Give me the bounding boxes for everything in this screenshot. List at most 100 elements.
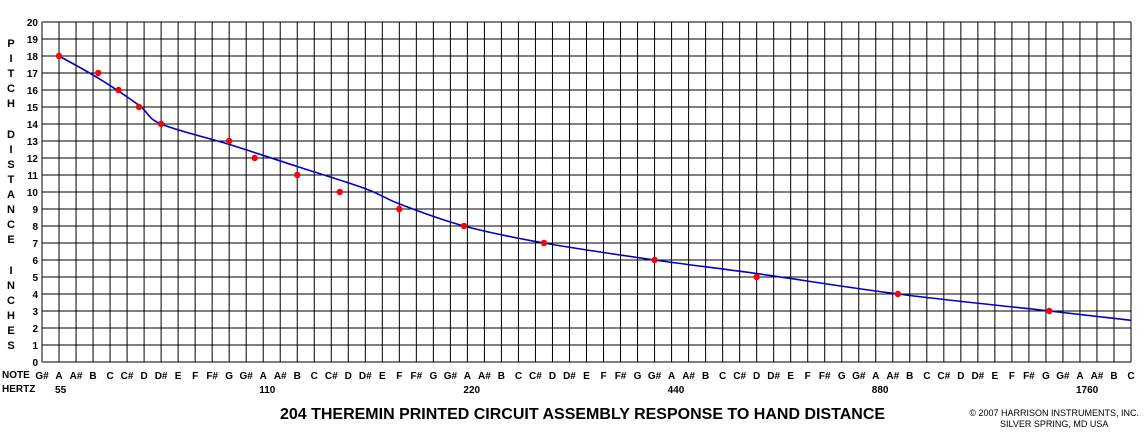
data-point bbox=[225, 137, 233, 145]
note-label: F# bbox=[819, 371, 831, 382]
y-axis-label-letter: C bbox=[7, 219, 15, 232]
y-tick-label: 2 bbox=[32, 324, 38, 335]
note-label: B bbox=[702, 371, 709, 382]
note-label: F bbox=[396, 371, 402, 382]
y-tick-label: 7 bbox=[32, 239, 38, 250]
y-tick-label: 15 bbox=[27, 103, 39, 114]
note-label: D bbox=[753, 371, 760, 382]
note-label: C# bbox=[121, 371, 134, 382]
note-label: G bbox=[1042, 371, 1050, 382]
note-label: D bbox=[549, 371, 556, 382]
note-label: C bbox=[1127, 371, 1134, 382]
y-axis-label-letter: E bbox=[7, 324, 15, 337]
y-tick-label: 0 bbox=[32, 358, 38, 369]
hertz-label: 440 bbox=[668, 385, 685, 396]
note-label: C# bbox=[733, 371, 746, 382]
data-point bbox=[336, 188, 343, 196]
data-point bbox=[651, 256, 658, 264]
data-point bbox=[396, 205, 403, 213]
note-label: B bbox=[294, 371, 301, 382]
note-label: E bbox=[583, 371, 590, 382]
y-axis-label-letter: N bbox=[7, 204, 15, 217]
y-tick-label: 17 bbox=[27, 69, 39, 80]
note-label: B bbox=[498, 371, 505, 382]
note-label: C bbox=[923, 371, 930, 382]
note-label: D# bbox=[971, 371, 984, 382]
note-label: C bbox=[106, 371, 113, 382]
hertz-label: 1760 bbox=[1076, 385, 1099, 396]
note-label: F# bbox=[411, 371, 423, 382]
credit-line-1: © 2007 HARRISON INSTRUMENTS, INC. bbox=[969, 408, 1139, 418]
note-label: G bbox=[225, 371, 233, 382]
note-label: C# bbox=[529, 371, 542, 382]
y-tick-label: 5 bbox=[32, 273, 38, 284]
y-axis-label-letter: C bbox=[7, 294, 15, 307]
data-point bbox=[135, 103, 143, 111]
note-label: G# bbox=[240, 371, 254, 382]
note-label: D# bbox=[563, 371, 576, 382]
note-label: A# bbox=[478, 371, 491, 382]
y-tick-label: 18 bbox=[27, 52, 39, 63]
note-label: A# bbox=[274, 371, 287, 382]
note-label: D# bbox=[767, 371, 780, 382]
note-label: E bbox=[787, 371, 794, 382]
credit-block: © 2007 HARRISON INSTRUMENTS, INC. SILVER… bbox=[969, 408, 1139, 430]
y-tick-label: 6 bbox=[32, 256, 38, 267]
y-axis-label-letter: S bbox=[7, 158, 15, 171]
note-label: F# bbox=[1023, 371, 1035, 382]
y-axis-label-letter: C bbox=[7, 83, 15, 96]
y-axis-label-letter: H bbox=[7, 309, 15, 322]
data-point bbox=[460, 222, 468, 230]
y-axis-label-letter: N bbox=[7, 279, 15, 292]
note-label: G# bbox=[1056, 371, 1070, 382]
hertz-label: 55 bbox=[55, 385, 67, 396]
data-point bbox=[115, 86, 122, 94]
y-tick-label: 11 bbox=[27, 171, 38, 182]
chart-grid bbox=[41, 21, 1132, 363]
note-label: F bbox=[192, 371, 198, 382]
data-point bbox=[1046, 307, 1053, 315]
note-label: E bbox=[379, 371, 386, 382]
note-label: B bbox=[89, 371, 96, 382]
hertz-label: 110 bbox=[259, 385, 276, 396]
note-label: G bbox=[838, 371, 846, 382]
y-tick-label: 16 bbox=[27, 86, 39, 97]
y-axis-label-letter: E bbox=[7, 234, 15, 247]
note-label: G# bbox=[444, 371, 458, 382]
hertz-row-label: HERTZ bbox=[2, 384, 36, 395]
y-tick-label: 10 bbox=[27, 188, 39, 199]
y-tick-label: 3 bbox=[32, 307, 38, 318]
y-tick-label: 19 bbox=[27, 35, 39, 46]
credit-line-2: SILVER SPRING, MD USA bbox=[999, 419, 1109, 429]
y-axis-label-letter: T bbox=[7, 68, 15, 81]
chart-title: 204 THEREMIN PRINTED CIRCUIT ASSEMBLY RE… bbox=[0, 406, 1145, 424]
note-label: A# bbox=[886, 371, 899, 382]
note-label: A# bbox=[1091, 371, 1104, 382]
note-label: A bbox=[1076, 371, 1083, 382]
y-tick-label: 14 bbox=[27, 120, 39, 131]
data-point bbox=[55, 52, 63, 60]
note-label: B bbox=[1110, 371, 1117, 382]
note-label: G# bbox=[852, 371, 866, 382]
y-tick-label: 12 bbox=[27, 154, 39, 165]
note-label: E bbox=[992, 371, 999, 382]
data-point bbox=[157, 120, 165, 128]
y-axis-label-letter: I bbox=[9, 143, 13, 156]
note-label: C bbox=[719, 371, 726, 382]
note-labels: G# A A# B C C# D D# E F F# G G# A A# B C C# D D# E F F# G G# A A# B… bbox=[35, 371, 1134, 382]
note-label: B bbox=[906, 371, 913, 382]
hertz-labels: 55 110 220 440 880 1760 bbox=[55, 385, 1099, 396]
y-tick-label: 4 bbox=[32, 290, 38, 301]
note-label: C bbox=[311, 371, 318, 382]
y-axis-label-letter: T bbox=[7, 173, 15, 186]
note-label: F bbox=[600, 371, 606, 382]
note-label: D# bbox=[155, 371, 168, 382]
y-tick-label: 20 bbox=[27, 18, 39, 29]
y-axis-label-letter: I bbox=[9, 53, 13, 66]
note-label: A bbox=[260, 371, 267, 382]
y-axis-label-letter: D bbox=[7, 128, 15, 141]
data-point bbox=[753, 273, 760, 281]
note-label: E bbox=[175, 371, 182, 382]
